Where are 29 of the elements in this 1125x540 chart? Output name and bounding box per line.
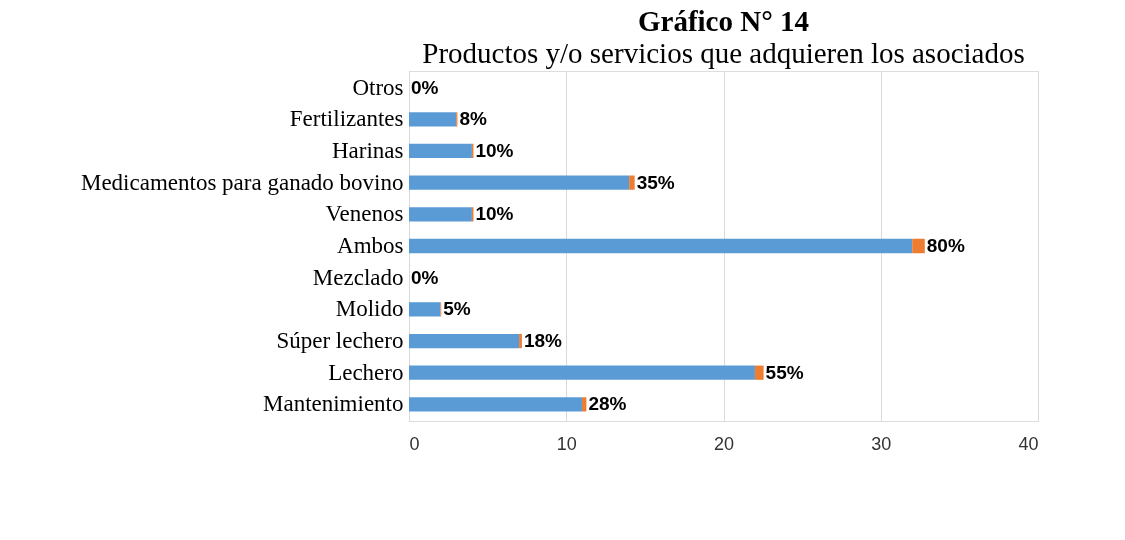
x-tick-label: 20 xyxy=(713,433,735,454)
y-tick-label: Lechero xyxy=(328,359,404,385)
y-tick-label: Medicamentos para ganado bovino xyxy=(80,169,404,195)
data-label: 35% xyxy=(636,171,675,193)
data-label: 18% xyxy=(523,330,563,352)
chart-subtitle: Productos y/o servicios que adquieren los asociados xyxy=(422,37,1025,69)
y-tick-label: Súper lechero xyxy=(276,328,404,354)
y-tick-label: Otros xyxy=(352,74,404,100)
x-tick-label: 0 xyxy=(409,433,420,454)
y-tick-label: Ambos xyxy=(337,233,404,258)
data-label: 28% xyxy=(588,393,627,415)
data-label: 0% xyxy=(411,76,439,98)
y-tick-label: Mantenimiento xyxy=(262,391,404,417)
x-tick-label: 40 xyxy=(1018,433,1039,454)
data-label: 8% xyxy=(459,108,487,130)
y-tick-label: Venenos xyxy=(325,201,404,227)
y-tick-label: Molido xyxy=(335,296,404,322)
data-label: 80% xyxy=(926,235,965,256)
y-tick-label: Harinas xyxy=(331,137,404,163)
x-tick-label: 10 xyxy=(556,433,577,454)
data-label: 55% xyxy=(765,361,804,383)
y-tick-label: Mezclado xyxy=(312,264,404,290)
x-tick-label: 30 xyxy=(871,433,892,454)
chart-title: Gráfico N° 14 xyxy=(637,5,810,37)
data-label: 10% xyxy=(475,139,514,161)
y-tick-label: Fertilizantes xyxy=(289,106,404,132)
data-label: 10% xyxy=(475,203,514,225)
data-label: 0% xyxy=(411,266,439,288)
data-label: 5% xyxy=(443,298,471,320)
